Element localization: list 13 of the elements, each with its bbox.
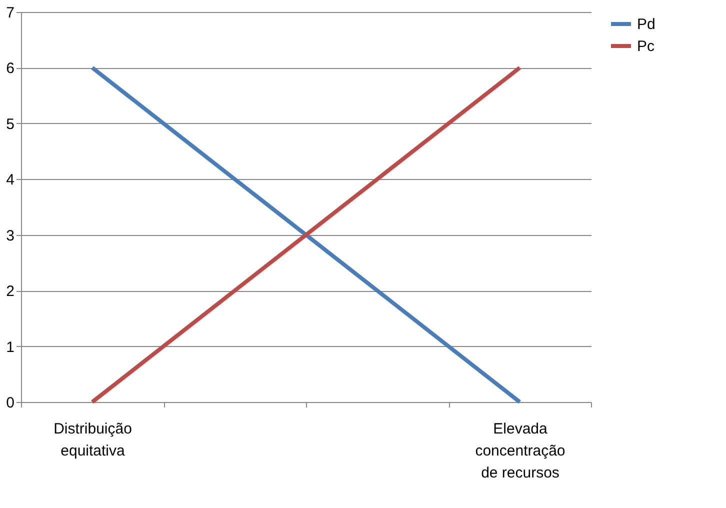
- y-tick-label: 4: [6, 172, 14, 189]
- x-tick-label: Distribuição equitativa: [54, 420, 132, 460]
- y-tick-label: 0: [6, 394, 14, 412]
- y-tick-label: 6: [6, 60, 14, 78]
- legend-label: Pc: [637, 38, 656, 55]
- line-series: [90, 66, 522, 404]
- y-tick-label: 1: [6, 338, 14, 356]
- y-tick-label: 3: [6, 227, 14, 244]
- y-tick-label: 2: [6, 283, 14, 300]
- y-tick-label: 5: [6, 116, 14, 133]
- x-tick-label: Elevada concentração de recursos: [475, 420, 566, 482]
- legend-label: Pd: [637, 16, 656, 33]
- y-tick-label: 7: [6, 4, 14, 22]
